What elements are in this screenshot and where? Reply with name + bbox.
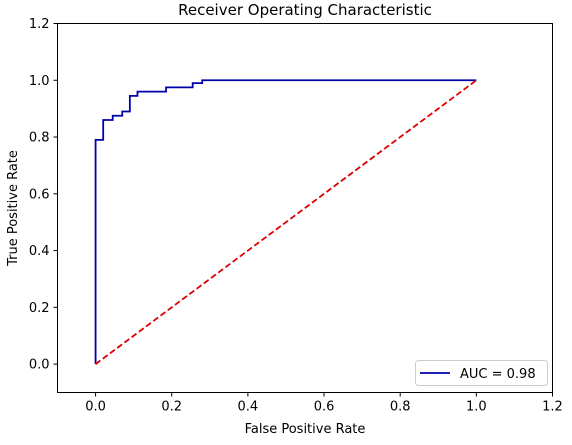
legend-box (415, 360, 548, 386)
x-axis-ticks: 0.0 0.2 0.4 0.6 0.8 1.0 1.2 (85, 392, 563, 415)
x-axis-label: False Positive Rate (245, 422, 366, 437)
legend: AUC = 0.98 (415, 360, 548, 386)
roc-curve-line (94, 79, 477, 365)
y-axis-label: True Positive Rate (6, 150, 21, 267)
x-tick-label: 0.6 (314, 400, 335, 415)
y-tick-label: 0.8 (29, 131, 50, 146)
x-tick-label: 1.2 (542, 400, 563, 415)
x-tick-label: 1.0 (466, 400, 487, 415)
chart-title: Receiver Operating Characteristic (178, 1, 432, 19)
y-tick-label: 0.0 (29, 358, 50, 373)
x-tick-label: 0.2 (161, 400, 182, 415)
y-axis-ticks: 0.0 0.2 0.4 0.6 0.8 1.0 1.2 (29, 17, 58, 373)
y-tick-label: 1.2 (29, 17, 50, 32)
x-tick-label: 0.0 (85, 400, 106, 415)
y-tick-label: 0.4 (29, 244, 50, 259)
legend-label: AUC = 0.98 (460, 367, 536, 382)
plot-frame (57, 23, 553, 393)
y-tick-label: 0.6 (29, 187, 50, 202)
y-tick-label: 1.0 (29, 74, 50, 89)
x-tick-label: 0.4 (238, 400, 259, 415)
reference-diagonal-line (95, 79, 477, 365)
x-tick-label: 0.8 (390, 400, 411, 415)
series-layer (94, 79, 477, 365)
y-tick-label: 0.2 (29, 301, 50, 316)
